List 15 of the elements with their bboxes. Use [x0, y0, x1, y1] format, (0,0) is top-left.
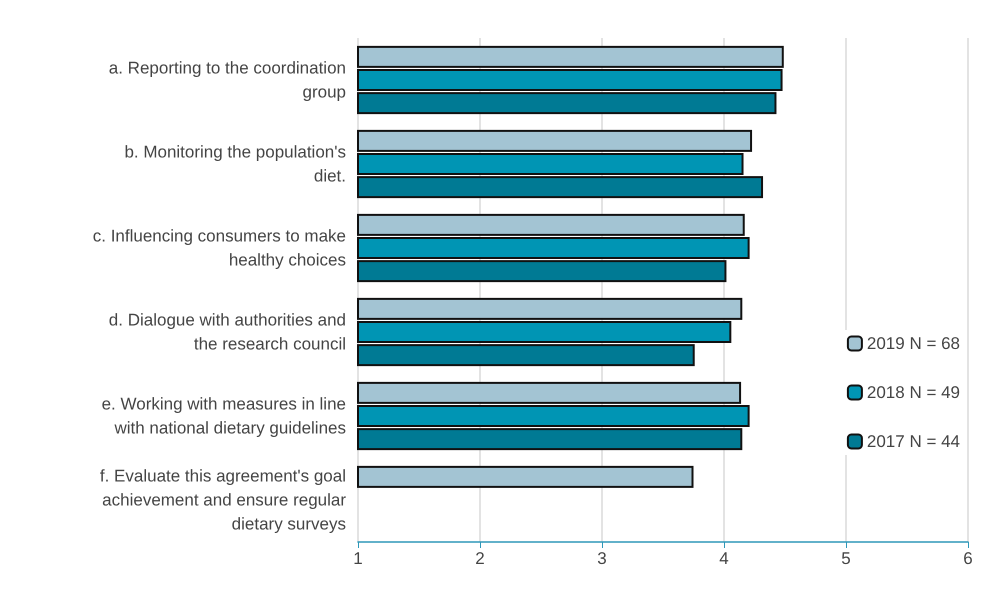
y-tick-label: f. Evaluate this agreement's goal achievement and ensure regular dietary surveys	[100, 466, 346, 534]
x-tick-label: 4	[719, 549, 729, 568]
x-tick-label: 5	[841, 549, 851, 568]
y-tick-label: c. Influencing consumers to make healthy choices	[92, 226, 346, 270]
x-tick-label: 3	[597, 549, 607, 568]
legend-label: 2017 N = 44	[866, 432, 960, 451]
x-tick-label: 2	[475, 549, 485, 568]
y-tick-label: d. Dialogue with authorities and the research council	[108, 310, 346, 354]
y-tick-label: a. Reporting to the coordination group	[108, 58, 346, 102]
x-tick-label: 6	[963, 549, 973, 568]
legend-label: 2019 N = 68	[866, 334, 960, 353]
x-tick-label: 1	[353, 549, 363, 568]
y-tick-label: b. Monitoring the population's diet.	[124, 142, 346, 186]
y-tick-label: e. Working with measures in line with national dietary guidelines	[102, 394, 346, 438]
legend-label: 2018 N = 49	[866, 383, 960, 402]
